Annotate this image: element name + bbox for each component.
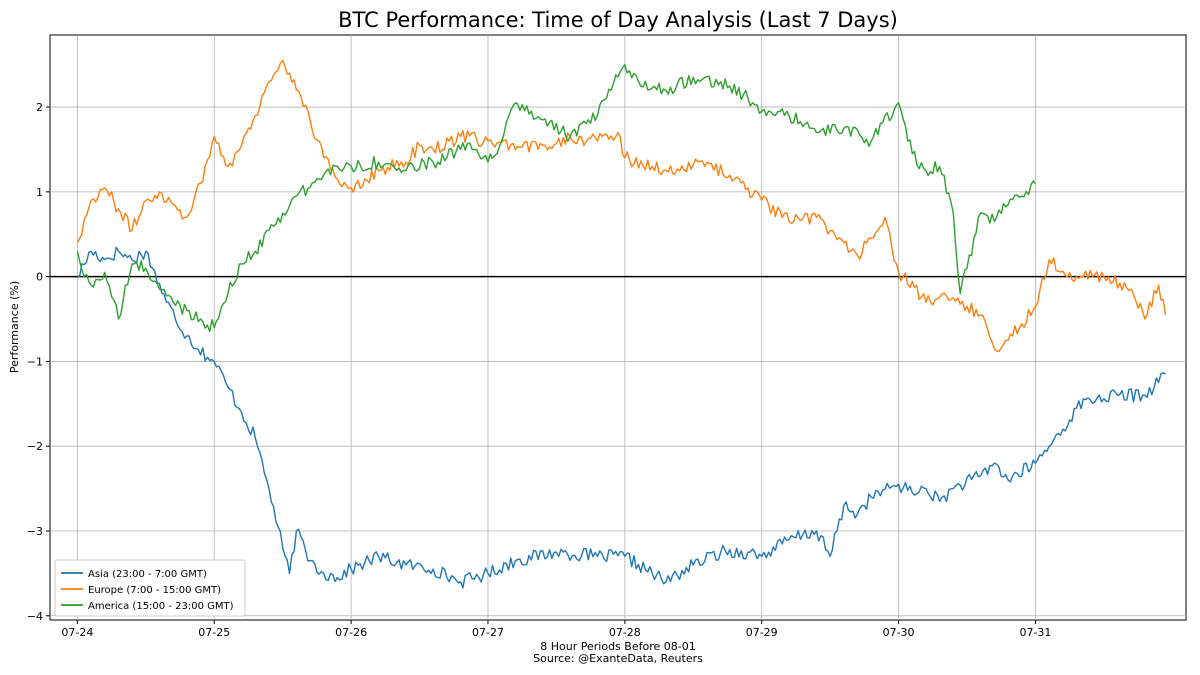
- series-line-2: [76, 59, 1167, 353]
- legend-label: America (15:00 - 23:00 GMT): [88, 601, 234, 612]
- y-tick-label: 2: [36, 101, 43, 114]
- y-tick-label: −4: [27, 610, 43, 623]
- y-tick-label: 1: [36, 186, 43, 199]
- x-tick-label: 07-24: [61, 626, 93, 639]
- source-note: Source: @ExanteData, Reuters: [533, 652, 703, 665]
- legend-label: Asia (23:00 - 7:00 GMT): [88, 569, 207, 580]
- x-tick-label: 07-25: [198, 626, 230, 639]
- y-axis-label: Performance (%): [8, 281, 21, 373]
- legend-label: Europe (7:00 - 15:00 GMT): [88, 585, 221, 596]
- chart-title: BTC Performance: Time of Day Analysis (L…: [338, 8, 898, 32]
- x-tick-label: 07-30: [883, 626, 915, 639]
- y-tick-label: −2: [27, 440, 43, 453]
- y-tick-label: −1: [27, 355, 43, 368]
- x-tick-label: 07-27: [472, 626, 504, 639]
- x-tick-label: 07-28: [609, 626, 641, 639]
- legend: Asia (23:00 - 7:00 GMT) Europe (7:00 - 15…: [54, 559, 246, 617]
- x-tick-label: 07-26: [335, 626, 367, 639]
- x-axis-label: 8 Hour Periods Before 08-01: [540, 640, 695, 653]
- legend-box: [54, 559, 246, 617]
- y-tick-label: −3: [27, 525, 43, 538]
- series-line-1: [77, 246, 1166, 589]
- y-tick-label: 0: [36, 271, 43, 284]
- x-tick-label: 07-31: [1019, 626, 1051, 639]
- series-line-3: [76, 64, 1036, 333]
- x-tick-label: 07-29: [746, 626, 778, 639]
